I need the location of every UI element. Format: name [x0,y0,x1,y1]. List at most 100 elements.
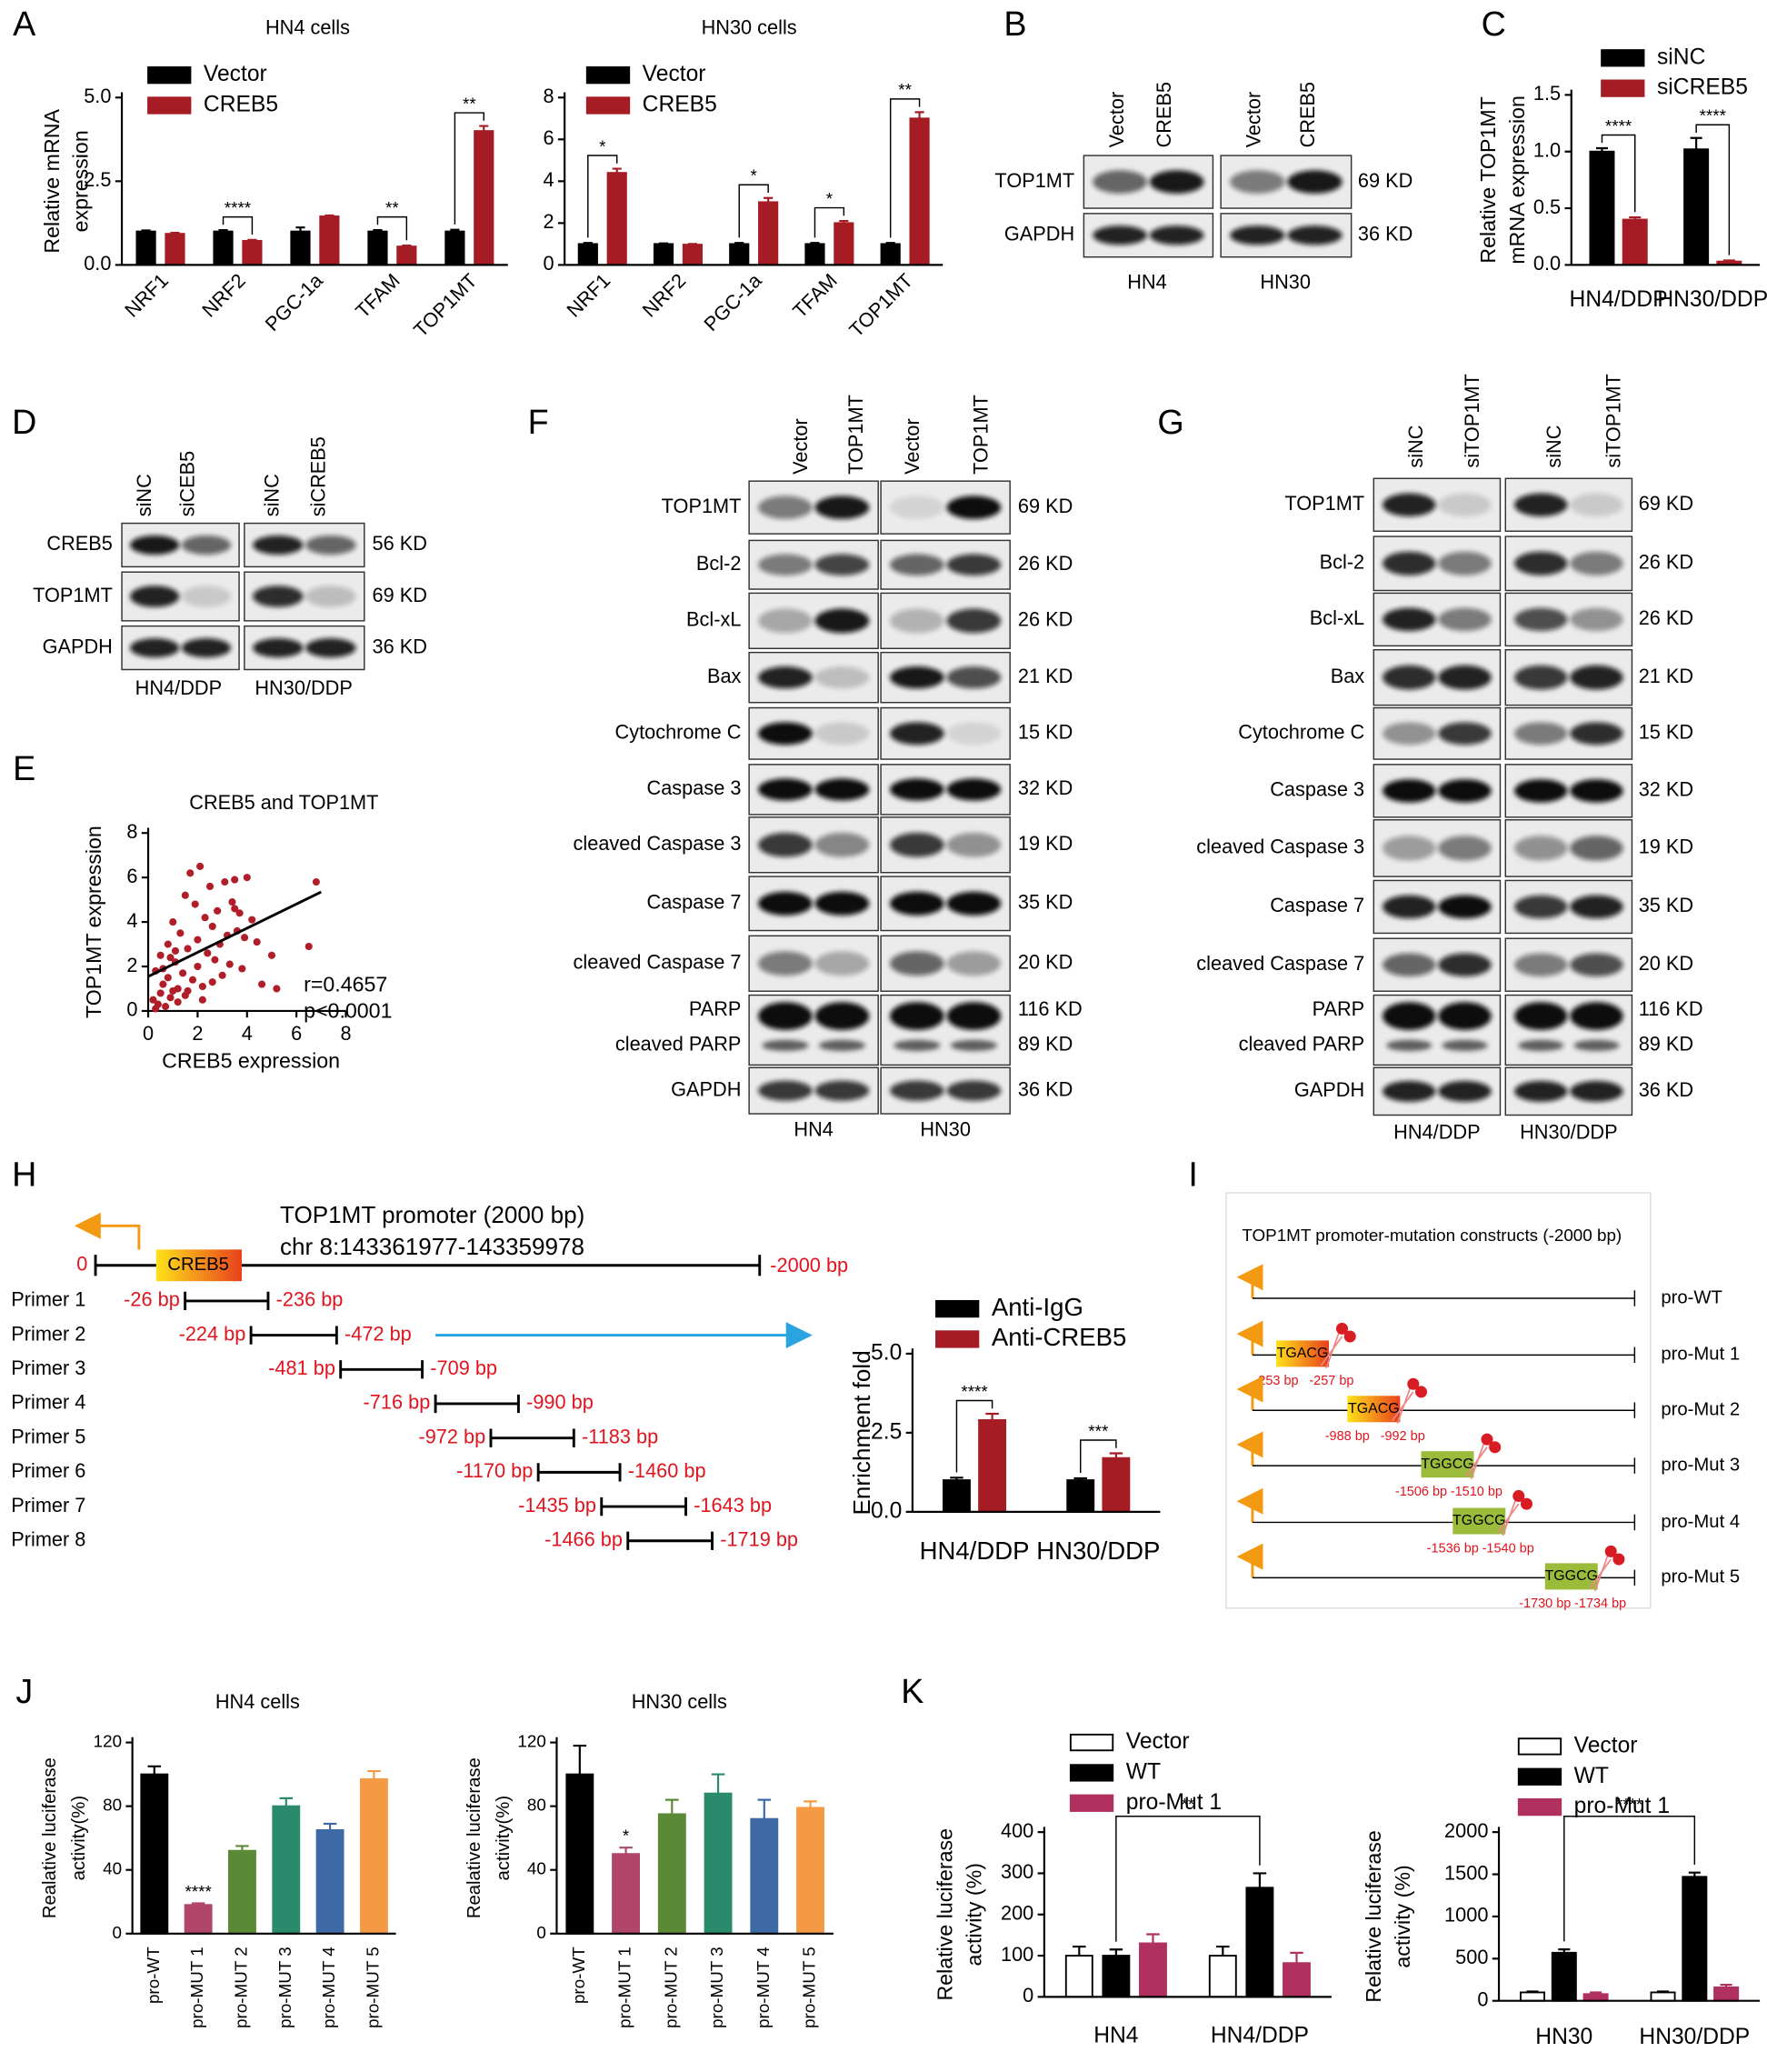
construct-name: pro-Mut 5 [1661,1567,1740,1587]
protein-label: TOP1MT [994,169,1074,192]
scissors [1465,1441,1488,1479]
x-tick-label: pro-MUT 5 [800,1947,819,2028]
blot-band [181,638,232,658]
chart-title: HN4 cells [265,16,350,39]
chart-title: HN30 cells [702,16,797,39]
site-right: -992 bp [1381,1429,1425,1444]
blot-band [890,666,944,689]
scissors [1489,1441,1502,1454]
y-tick-label: 80 [527,1796,546,1815]
blot-band [1149,170,1204,194]
blot-band [1514,953,1568,976]
blot-band [814,554,870,576]
x-tick-label: HN30/DDP [1657,287,1767,312]
point [235,909,244,917]
point [221,878,229,886]
y-tick-label: 120 [94,1732,122,1751]
panel-label: J [15,1672,33,1710]
blot-band [1514,1002,1568,1030]
error-bar [1720,1983,1732,1987]
size-label: 36 KD [1018,1077,1073,1100]
legend-swatch [1601,79,1645,97]
protein-label: TOP1MT [1284,492,1364,515]
scissors [1612,1553,1625,1566]
size-label: 36 KD [1358,223,1413,245]
blot-band [1383,953,1436,976]
point [198,982,206,991]
y-axis-label: mRNA expression [1505,95,1529,265]
protein-label: cleaved Caspase 7 [574,951,742,974]
y-tick-label: 0 [113,1923,122,1942]
legend-swatch [147,65,192,85]
scissors [1520,1497,1532,1510]
significance-bracket [376,215,408,241]
x-tick-label: pro-MUT 3 [707,1947,726,2028]
bar [682,244,704,266]
bar [319,215,340,266]
y-tick-label: 2.5 [871,1419,902,1444]
blot-band [946,1080,1002,1101]
y-tick-label: 500 [1455,1946,1488,1968]
blot-band [1383,1080,1436,1102]
error-bar [885,242,895,245]
tss-arrow [1236,1431,1263,1466]
significance-label: **** [961,1382,988,1401]
bar [565,1773,594,1935]
error-bar [324,214,334,217]
size-label: 69 KD [1358,169,1413,192]
primer-name: Primer 2 [11,1322,85,1345]
blot-band [253,535,304,555]
bar [978,1419,1007,1513]
blot-band [890,832,944,857]
panel-label: G [1157,403,1183,441]
significance-label: ** [1182,1795,1195,1814]
bar [577,243,598,266]
blot-band [1570,895,1623,919]
point [225,960,234,968]
primer-start: -716 bp [364,1391,431,1414]
bar [1683,148,1710,266]
blot-band [305,638,356,658]
panel-label: H [12,1156,36,1194]
panel-label: A [13,5,36,43]
significance-bracket [1563,1816,1696,1942]
blot-band [1518,1039,1564,1052]
tss-arrow [1236,1487,1263,1523]
site-label: TGGCG [1421,1456,1473,1472]
map-title: chr 8:143361977-143359978 [280,1233,584,1260]
cell-label: HN4 [794,1118,833,1141]
mutation-site [1453,1507,1506,1535]
blot-band [758,495,813,519]
cell-label: HN4 [1127,270,1166,293]
blot-band [890,608,944,634]
point [179,969,187,977]
bar [796,1807,824,1935]
significance-bracket [814,206,845,238]
lane-label: Vector [901,418,923,475]
point [194,936,202,944]
tss-arrow [1236,1264,1263,1298]
protein-label: cleaved Caspase 7 [1196,952,1364,975]
blot-band [1383,779,1436,803]
blot-band [305,535,356,555]
blot-band [181,535,232,555]
blot-band [181,586,232,607]
y-tick-label: 1.5 [1533,82,1561,105]
lane-label: siTOP1MT [1602,374,1624,467]
primer-segment [489,1428,575,1447]
significance-label: **** [1616,1795,1643,1814]
blot-band [946,832,1002,857]
protein-label: Bcl-2 [696,552,742,575]
cell-label: HN30/DDP [255,676,353,699]
protein-label: cleaved Caspase 3 [574,832,742,855]
tss-arrow [1236,1543,1263,1578]
bar [1589,150,1615,266]
point [228,898,236,906]
point [194,962,202,971]
primer-start: -1170 bp [456,1459,533,1482]
construct-name: pro-Mut 1 [1661,1345,1740,1365]
blot-band [946,608,1002,634]
bar [359,1777,388,1935]
bar [1283,1962,1311,1998]
tss-arrow [74,1212,141,1250]
